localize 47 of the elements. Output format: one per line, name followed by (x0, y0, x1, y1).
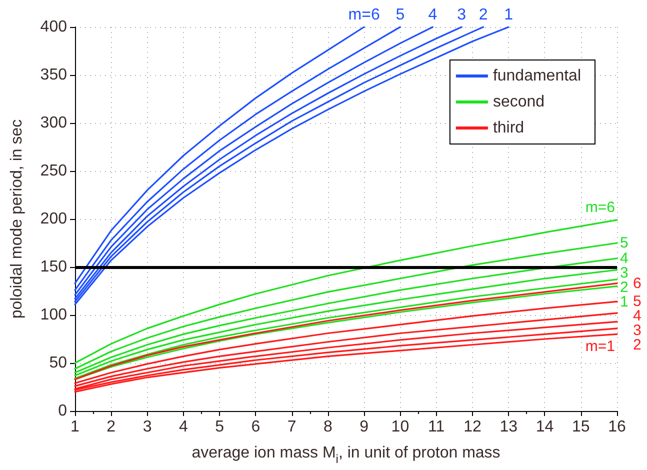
annotation: 3 (633, 322, 642, 340)
annotation: 3 (620, 264, 628, 282)
annotation: 2 (633, 336, 642, 354)
y-tick-label: 400 (40, 18, 68, 36)
y-tick-label: 200 (40, 210, 68, 228)
x-tick-label: 3 (142, 418, 152, 436)
x-tick-label: 8 (323, 418, 332, 436)
x-tick-label: 5 (215, 418, 224, 436)
x-tick-label: 14 (536, 418, 554, 436)
annotation: 5 (620, 234, 628, 252)
y-tick-label: 250 (40, 162, 68, 180)
x-tick-label: 6 (251, 418, 260, 436)
y-tick-label: 50 (49, 354, 68, 372)
annotation: 1 (620, 293, 628, 310)
x-tick-label: 16 (608, 418, 626, 436)
x-tick-label: 12 (464, 418, 482, 436)
annotation: m=6 (585, 198, 615, 216)
x-tick-label: 2 (106, 418, 116, 436)
x-tick-label: 10 (391, 418, 410, 436)
annotation: 2 (478, 6, 488, 24)
x-tick-label: 7 (287, 418, 296, 436)
y-tick-label: 300 (40, 114, 68, 132)
y-tick-label: 100 (40, 306, 68, 324)
annotation: 2 (620, 278, 628, 296)
legend-label: fundamental (492, 68, 581, 84)
legend-label: second (492, 94, 545, 110)
x-tick-label: 15 (572, 418, 590, 436)
annotation: 5 (396, 6, 405, 24)
legend-label: third (492, 120, 524, 136)
annotation: 1 (504, 6, 514, 24)
annotation: 6 (633, 274, 642, 292)
y-tick-label: 0 (58, 402, 68, 420)
x-tick-label: 4 (178, 418, 188, 436)
annotation: 4 (428, 6, 438, 24)
x-tick-label: 13 (500, 418, 518, 436)
x-tick-label: 11 (428, 418, 445, 436)
annotation: m=1 (585, 338, 615, 356)
annotation: 4 (620, 250, 628, 267)
y-tick-label: 150 (40, 258, 68, 276)
annotation: 5 (633, 293, 642, 310)
annotation: 4 (633, 308, 642, 325)
annotation: m=6 (348, 6, 380, 24)
annotation: 3 (457, 6, 466, 24)
x-tick-label: 9 (360, 418, 369, 436)
y-axis-title: poloidal mode period, in sec (8, 119, 26, 319)
x-tick-label: 1 (70, 418, 80, 436)
y-tick-label: 350 (40, 66, 68, 84)
